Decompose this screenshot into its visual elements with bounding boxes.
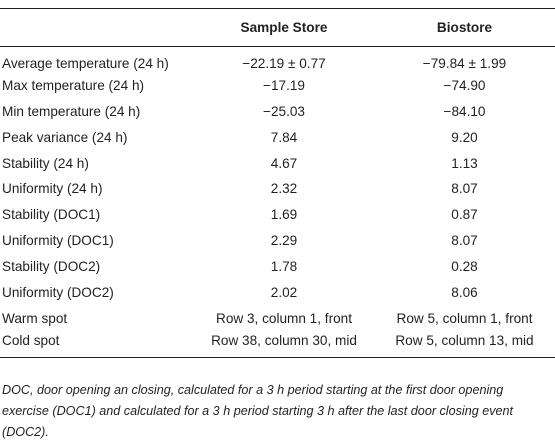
table-row: Peak variance (24 h) 7.84 9.20 bbox=[0, 124, 555, 150]
row-label: Average temperature (24 h) bbox=[2, 56, 169, 72]
cell-value: Row 38, column 30, mid bbox=[211, 333, 357, 349]
table-row: Min temperature (24 h) −25.03 −84.10 bbox=[0, 98, 555, 124]
table-row: Uniformity (DOC2) 2.02 8.06 bbox=[0, 280, 555, 306]
cell-value: 0.87 bbox=[451, 207, 478, 223]
cell-value: 8.07 bbox=[451, 233, 478, 249]
cell-value: 2.02 bbox=[270, 284, 298, 300]
column-header: Sample Store bbox=[240, 20, 328, 35]
cell-value: −79.84 ± 1.99 bbox=[422, 56, 507, 72]
row-label: Warm spot bbox=[2, 310, 68, 326]
row-label: Uniformity (24 h) bbox=[2, 181, 103, 197]
cell-value: 7.84 bbox=[270, 129, 298, 145]
cell-value: 2.32 bbox=[270, 181, 298, 197]
table-row: Stability (DOC2) 1.78 0.28 bbox=[0, 254, 555, 280]
cell-value: 4.67 bbox=[270, 155, 298, 171]
cell-value: −17.19 bbox=[263, 77, 305, 93]
cell-value: 1.13 bbox=[451, 155, 478, 171]
row-label: Stability (DOC2) bbox=[2, 259, 101, 275]
cell-value: 8.07 bbox=[451, 181, 478, 197]
header-row: Sample Store Biostore bbox=[0, 8, 555, 47]
cell-value: Row 5, column 1, front bbox=[396, 310, 533, 326]
table-row: Uniformity (DOC1) 2.29 8.07 bbox=[0, 228, 555, 254]
table-row: Stability (24 h) 4.67 1.13 bbox=[0, 150, 555, 176]
row-label: Uniformity (DOC1) bbox=[2, 233, 114, 249]
header-blank bbox=[0, 9, 194, 47]
row-label: Stability (DOC1) bbox=[2, 207, 101, 223]
table-row: Stability (DOC1) 1.69 0.87 bbox=[0, 202, 555, 228]
row-label: Min temperature (24 h) bbox=[2, 103, 141, 119]
cell-value: 2.29 bbox=[270, 233, 298, 249]
cell-value: −22.19 ± 0.77 bbox=[242, 56, 326, 72]
cell-value: Row 3, column 1, front bbox=[216, 310, 352, 326]
cell-value: −84.10 bbox=[443, 103, 486, 119]
cell-value: 8.06 bbox=[451, 284, 478, 300]
row-label: Uniformity (DOC2) bbox=[2, 284, 114, 300]
table-body: Average temperature (24 h) −22.19 ± 0.77 −… bbox=[0, 47, 555, 358]
data-table: Sample Store Biostore Average temperatur… bbox=[0, 8, 555, 358]
cell-value: −74.90 bbox=[443, 77, 486, 93]
cell-value: 1.69 bbox=[270, 207, 298, 223]
cell-value: 9.20 bbox=[451, 129, 478, 145]
table-row: Max temperature (24 h) −17.19 −74.90 bbox=[0, 72, 555, 98]
cell-value: 1.78 bbox=[270, 259, 298, 275]
row-label: Stability (24 h) bbox=[2, 155, 89, 171]
table-row: Warm spot Row 3, column 1, front Row 5, co… bbox=[0, 305, 555, 331]
cell-value: Row 5, column 13, mid bbox=[395, 333, 534, 349]
table-row: Average temperature (24 h) −22.19 ± 0.77 −… bbox=[0, 47, 555, 73]
row-label: Max temperature (24 h) bbox=[2, 77, 145, 93]
cell-value: −25.03 bbox=[263, 103, 305, 119]
row-label: Peak variance (24 h) bbox=[2, 129, 128, 145]
table-row: Cold spot Row 38, column 30, mid Row 5, co… bbox=[0, 331, 555, 358]
footnote: DOC, door opening an closing, calculated… bbox=[2, 383, 514, 439]
row-label: Cold spot bbox=[2, 333, 60, 349]
table-row: Uniformity (24 h) 2.32 8.07 bbox=[0, 176, 555, 202]
column-header: Biostore bbox=[436, 20, 493, 35]
cell-value: 0.28 bbox=[451, 259, 478, 275]
